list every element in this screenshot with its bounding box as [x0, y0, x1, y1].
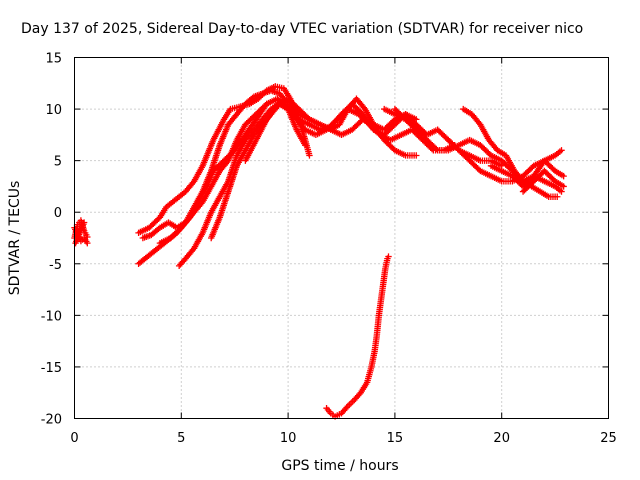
series-track-j [487, 147, 565, 190]
y-tick-label: 15 [45, 52, 62, 67]
data-point [306, 152, 313, 159]
y-tick-label: 10 [45, 103, 62, 118]
axis-ticks [74, 57, 609, 419]
y-tick-label: 5 [54, 155, 62, 170]
data-marks [71, 83, 567, 420]
data-point [343, 404, 350, 411]
series-track-h [460, 105, 561, 200]
data-point [385, 253, 392, 260]
series-track-e [156, 100, 270, 247]
series-track-low [323, 253, 392, 420]
y-axis-title: SDTVAR / TECUs [7, 181, 23, 296]
x-axis-title: GPS time / hours [281, 458, 398, 474]
series-track-early-c [72, 219, 88, 247]
x-tick-labels: 0 5 10 15 20 25 [70, 431, 616, 446]
y-tick-label: -5 [49, 258, 62, 273]
chart-title: Day 137 of 2025, Sidereal Day-to-day VTE… [21, 21, 583, 37]
x-tick-label: 15 [387, 431, 404, 446]
x-tick-label: 0 [70, 431, 78, 446]
series-track-l [242, 95, 420, 164]
data-point [301, 141, 309, 149]
y-tick-label: -15 [41, 361, 62, 376]
series-track-k [519, 167, 567, 195]
data-point [84, 239, 91, 247]
x-tick-label: 20 [493, 431, 510, 446]
data-point [433, 145, 440, 153]
data-point [84, 233, 91, 241]
series-track-a [135, 83, 313, 237]
data-point [80, 219, 88, 226]
data-point [413, 152, 420, 159]
series-track-m [391, 105, 505, 169]
data-point [263, 100, 270, 108]
x-tick-label: 10 [280, 431, 297, 446]
data-point [560, 183, 567, 190]
y-tick-labels: -20 -15 -10 -5 0 5 10 15 [41, 52, 62, 428]
data-point [554, 193, 561, 200]
y-tick-label: -20 [41, 413, 62, 428]
y-tick-label: -10 [41, 309, 62, 324]
data-point [558, 188, 565, 195]
x-tick-label: 25 [600, 431, 617, 446]
x-tick-label: 5 [177, 431, 185, 446]
data-point [560, 172, 567, 180]
plot-frame [74, 57, 609, 419]
y-tick-label: 0 [54, 206, 62, 221]
data-point [558, 147, 565, 154]
data-point [498, 162, 505, 169]
data-point [413, 116, 420, 123]
